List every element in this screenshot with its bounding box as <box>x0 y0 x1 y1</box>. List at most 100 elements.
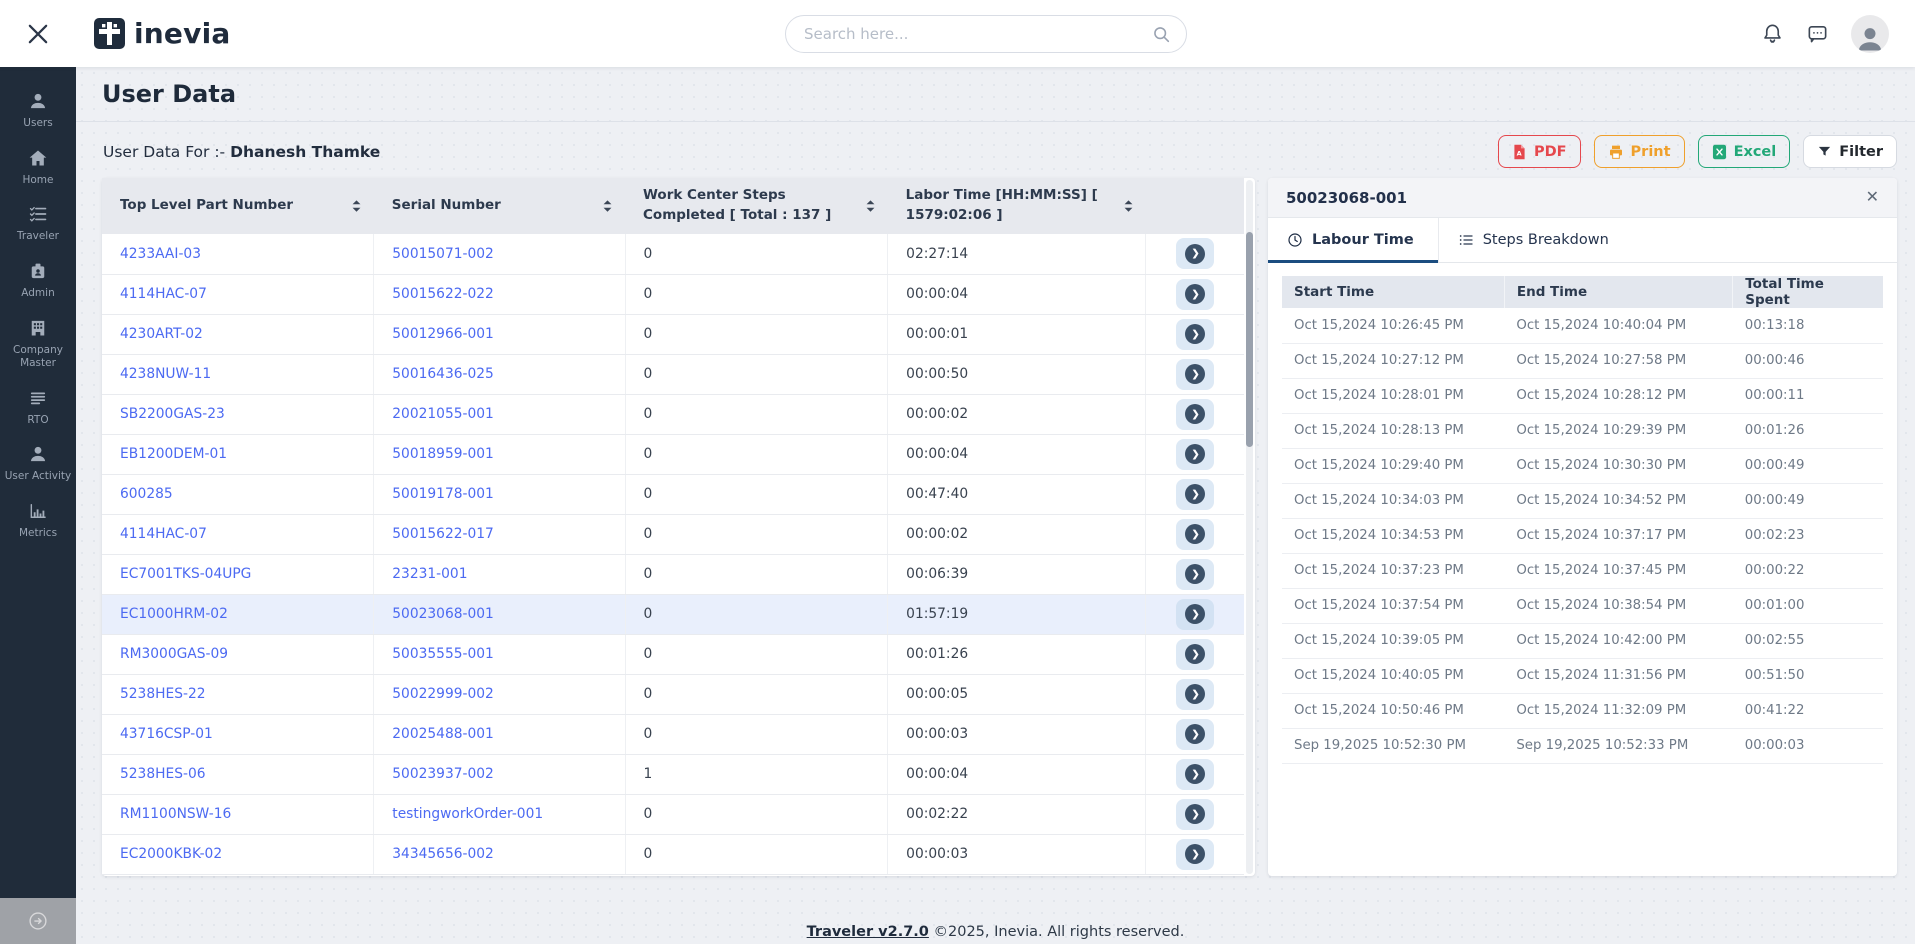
table-row: EB1200DEM-01 50018959-001 0 00:00:04 ❯ <box>102 434 1244 475</box>
part-number-link[interactable]: 4230ART-02 <box>120 326 203 342</box>
print-button[interactable]: Print <box>1593 135 1685 168</box>
chevron-right-icon: ❯ <box>1185 484 1206 504</box>
detail-header-row: Start Time End Time Total Time Spent <box>1282 276 1883 308</box>
row-detail-button[interactable]: ❯ <box>1176 238 1215 270</box>
column-header-labor-time[interactable]: Labor Time [HH:MM:SS] [ 1579:02:06 ] <box>887 178 1146 234</box>
part-number-link[interactable]: RM3000GAS-09 <box>120 646 229 662</box>
part-number-link[interactable]: 4114HAC-07 <box>120 526 207 542</box>
column-header-total-time: Total Time Spent <box>1732 276 1883 308</box>
user-avatar[interactable] <box>1851 14 1889 53</box>
steps-completed-value: 1 <box>625 754 889 795</box>
column-header-steps-completed[interactable]: Work Center Steps Completed [ Total : 13… <box>625 178 888 234</box>
serial-number-link[interactable]: 50023937-002 <box>392 766 494 782</box>
traveler-checklist-icon <box>28 204 48 224</box>
row-detail-button[interactable]: ❯ <box>1176 678 1215 710</box>
title-divider <box>76 121 1915 122</box>
row-detail-button[interactable]: ❯ <box>1176 478 1215 510</box>
scrollbar-thumb[interactable] <box>1246 232 1253 447</box>
start-time-value: Oct 15,2024 10:27:12 PM <box>1282 343 1505 379</box>
row-detail-button[interactable]: ❯ <box>1176 518 1215 550</box>
metrics-chart-icon <box>28 501 48 521</box>
serial-number-link[interactable]: 50022999-002 <box>392 686 494 702</box>
steps-completed-value: 0 <box>625 274 889 315</box>
notifications-button[interactable] <box>1761 22 1784 45</box>
serial-number-link[interactable]: 50015071-002 <box>392 245 494 262</box>
serial-number-link[interactable]: 50019178-001 <box>392 486 494 502</box>
serial-number-link[interactable]: 50018959-001 <box>392 446 494 462</box>
search-icon[interactable] <box>1151 24 1172 45</box>
part-number-link[interactable]: 5238HES-22 <box>120 686 206 702</box>
steps-completed-value: 0 <box>625 794 889 835</box>
row-detail-button[interactable]: ❯ <box>1176 798 1215 830</box>
sidebar-item-admin[interactable]: Admin <box>0 261 76 301</box>
total-time-value: 00:00:11 <box>1732 378 1883 414</box>
sidebar-item-rto[interactable]: RTO <box>0 388 76 428</box>
part-number-link[interactable]: EC2000KBK-02 <box>120 846 223 862</box>
serial-number-link[interactable]: testingworkOrder-001 <box>392 806 544 822</box>
total-time-value: 00:00:22 <box>1732 553 1883 589</box>
tab-steps-breakdown[interactable]: Steps Breakdown <box>1439 218 1633 262</box>
part-number-link[interactable]: SB2200GAS-23 <box>120 406 225 422</box>
row-detail-button[interactable]: ❯ <box>1176 598 1215 630</box>
user-name: Dhanesh Thamke <box>230 143 381 161</box>
sidebar-item-company-master[interactable]: Company Master <box>0 318 76 371</box>
part-number-link[interactable]: 43716CSP-01 <box>120 726 213 742</box>
serial-number-link[interactable]: 50016436-025 <box>392 366 494 382</box>
row-detail-button[interactable]: ❯ <box>1176 438 1215 470</box>
column-header-part-number[interactable]: Top Level Part Number <box>102 178 374 234</box>
row-detail-button[interactable]: ❯ <box>1176 838 1215 870</box>
part-number-link[interactable]: 600285 <box>120 486 173 502</box>
pdf-export-button[interactable]: A PDF <box>1497 135 1581 168</box>
table-row: EC1000HRM-02 50023068-001 0 01:57:19 ❯ <box>102 594 1244 635</box>
table-row: EC2000KBK-02 34345656-002 0 00:00:03 ❯ <box>102 834 1244 875</box>
row-detail-button[interactable]: ❯ <box>1176 638 1215 670</box>
serial-number-link[interactable]: 50023068-001 <box>392 606 494 622</box>
row-detail-button[interactable]: ❯ <box>1176 398 1215 430</box>
part-number-link[interactable]: EC1000HRM-02 <box>120 606 228 622</box>
total-time-value: 00:02:23 <box>1732 518 1883 554</box>
part-number-link[interactable]: EB1200DEM-01 <box>120 446 228 462</box>
part-number-link[interactable]: 4233AAI-03 <box>120 245 201 262</box>
tab-labour-time[interactable]: Labour Time <box>1268 218 1439 263</box>
part-number-link[interactable]: 4238NUW-11 <box>120 366 212 382</box>
traveler-version-link[interactable]: Traveler v2.7.0 <box>806 924 929 940</box>
serial-number-link[interactable]: 50015622-022 <box>392 286 494 302</box>
row-detail-button[interactable]: ❯ <box>1176 358 1215 390</box>
filter-button[interactable]: Filter <box>1803 135 1897 168</box>
sidebar-item-traveler[interactable]: Traveler <box>0 204 76 244</box>
serial-number-link[interactable]: 50015622-017 <box>392 526 494 542</box>
user-data-subtitle: User Data For :- Dhanesh Thamke <box>103 143 381 161</box>
serial-number-link[interactable]: 34345656-002 <box>392 846 494 862</box>
messages-button[interactable] <box>1806 22 1829 45</box>
row-detail-button[interactable]: ❯ <box>1176 558 1215 590</box>
brand-logo[interactable]: inevia <box>94 0 230 67</box>
chevron-right-icon: ❯ <box>1185 724 1206 744</box>
row-detail-button[interactable]: ❯ <box>1176 758 1215 790</box>
sidebar-item-home[interactable]: Home <box>0 148 76 188</box>
labor-time-value: 00:06:39 <box>887 554 1147 595</box>
labor-time-value: 00:00:04 <box>887 274 1147 315</box>
sidebar-item-users[interactable]: Users <box>0 91 76 131</box>
row-detail-button[interactable]: ❯ <box>1176 718 1215 750</box>
part-number-link[interactable]: 5238HES-06 <box>120 766 206 782</box>
sidebar-item-user-activity[interactable]: User Activity <box>0 444 76 484</box>
serial-number-link[interactable]: 20025488-001 <box>392 726 494 742</box>
part-number-link[interactable]: EC7001TKS-04UPG <box>120 566 252 582</box>
part-number-link[interactable]: 4114HAC-07 <box>120 286 207 302</box>
labour-time-row: Oct 15,2024 10:40:05 PM Oct 15,2024 11:31… <box>1282 658 1883 694</box>
detail-panel-close-button[interactable]: ✕ <box>1866 189 1879 206</box>
sidebar-item-metrics[interactable]: Metrics <box>0 501 76 541</box>
sidebar-expand-button[interactable] <box>0 898 76 944</box>
part-number-link[interactable]: RM1100NSW-16 <box>120 806 232 822</box>
sidebar-close-button[interactable] <box>0 0 76 67</box>
serial-number-link[interactable]: 20021055-001 <box>392 406 494 422</box>
search-input[interactable] <box>804 25 1151 43</box>
serial-number-link[interactable]: 50035555-001 <box>392 646 494 662</box>
row-detail-button[interactable]: ❯ <box>1176 278 1215 310</box>
table-scrollbar[interactable] <box>1246 180 1253 874</box>
column-header-serial-number[interactable]: Serial Number <box>373 178 626 234</box>
row-detail-button[interactable]: ❯ <box>1176 318 1215 350</box>
serial-number-link[interactable]: 23231-001 <box>392 566 468 582</box>
excel-export-button[interactable]: Excel <box>1697 135 1791 168</box>
serial-number-link[interactable]: 50012966-001 <box>392 326 494 342</box>
